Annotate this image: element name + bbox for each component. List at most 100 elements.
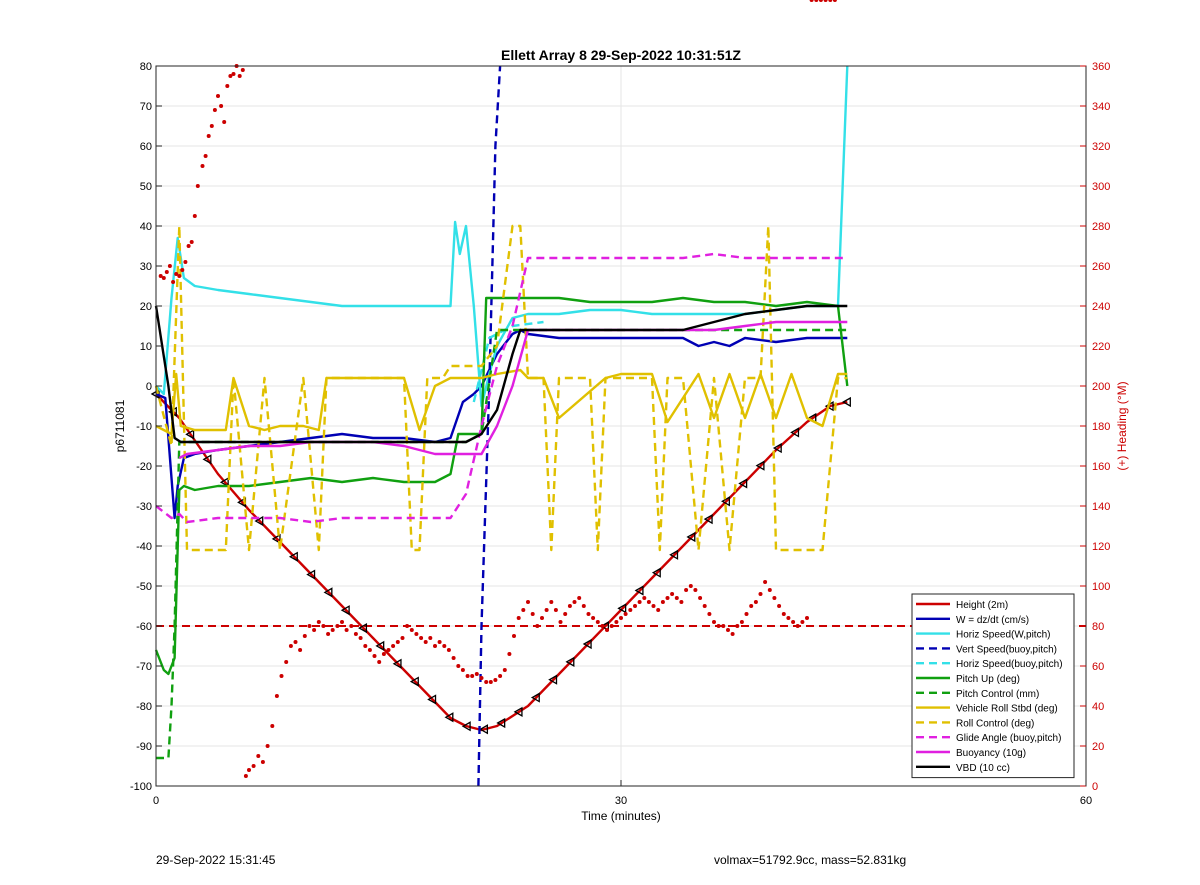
y-tick-label: -90 bbox=[136, 741, 152, 753]
heading-point bbox=[595, 620, 600, 624]
y2-tick-label: 140 bbox=[1092, 501, 1110, 513]
heading-point bbox=[488, 680, 493, 684]
heading-point bbox=[651, 604, 656, 608]
heading-point bbox=[206, 134, 211, 138]
series-line-0 bbox=[155, 393, 848, 732]
heading-point bbox=[684, 588, 689, 592]
heading-point bbox=[665, 596, 670, 600]
legend-label: Pitch Up (deg) bbox=[956, 674, 1020, 685]
height-marker bbox=[772, 442, 782, 454]
series-line-2 bbox=[155, 65, 849, 408]
heading-point bbox=[349, 624, 354, 628]
heading-point bbox=[633, 604, 637, 608]
y-tick-label: -50 bbox=[136, 581, 152, 593]
heading-point bbox=[377, 660, 382, 664]
height-marker bbox=[841, 396, 851, 408]
height-marker bbox=[409, 676, 419, 687]
y2-tick-label: 100 bbox=[1092, 581, 1110, 593]
chart-title: Ellett Array 8 29-Sep-2022 10:31:51Z bbox=[501, 47, 741, 63]
legend-label: Pitch Control (mm) bbox=[956, 689, 1039, 700]
heading-point bbox=[479, 676, 484, 680]
y-tick-label: -60 bbox=[136, 621, 152, 633]
heading-point bbox=[646, 600, 651, 604]
heading-point bbox=[474, 672, 479, 676]
heading-point bbox=[330, 628, 335, 632]
height-marker bbox=[392, 658, 402, 669]
x-axis-label: Time (minutes) bbox=[581, 809, 661, 823]
height-marker bbox=[790, 427, 800, 438]
heading-point bbox=[437, 640, 442, 644]
heading-point bbox=[795, 624, 800, 628]
y2-tick-label: 360 bbox=[1092, 61, 1110, 73]
heading-point bbox=[688, 584, 693, 588]
heading-point bbox=[544, 608, 549, 612]
series-line-11 bbox=[154, 304, 848, 444]
heading-point bbox=[180, 268, 185, 272]
heading-point bbox=[391, 644, 396, 648]
legend-label: Vert Speed(buoy,pitch) bbox=[956, 644, 1057, 655]
heading-point bbox=[247, 768, 251, 772]
heading-point bbox=[702, 604, 707, 608]
legend-label: Height (2m) bbox=[956, 600, 1008, 611]
y-tick-label: -70 bbox=[136, 661, 152, 673]
height-marker bbox=[323, 587, 333, 598]
height-marker bbox=[375, 640, 385, 652]
heading-point bbox=[540, 616, 544, 620]
heading-point bbox=[243, 774, 248, 778]
heading-point bbox=[167, 264, 172, 268]
heading-point bbox=[451, 656, 456, 660]
heading-layer bbox=[158, 0, 837, 778]
height-marker bbox=[479, 724, 489, 735]
heading-point bbox=[619, 616, 623, 620]
y2-tick-label: 0 bbox=[1092, 781, 1098, 793]
heading-point bbox=[203, 154, 208, 158]
height-marker bbox=[686, 531, 696, 543]
y2-tick-label: 180 bbox=[1092, 421, 1110, 433]
heading-point bbox=[298, 648, 303, 652]
legend-label: W = dz/dt (cm/s) bbox=[956, 615, 1029, 626]
heading-point bbox=[758, 592, 763, 596]
heading-point bbox=[442, 644, 447, 648]
y-axis-label: p6711081 bbox=[113, 399, 127, 452]
heading-point bbox=[465, 674, 470, 678]
heading-point bbox=[288, 644, 293, 648]
heading-point bbox=[498, 674, 503, 678]
x-tick-label: 60 bbox=[1080, 795, 1092, 807]
y2-tick-label: 120 bbox=[1092, 541, 1110, 553]
y-tick-label: -80 bbox=[136, 701, 152, 713]
heading-point bbox=[674, 596, 679, 600]
heading-point bbox=[177, 274, 182, 278]
heading-point bbox=[716, 624, 721, 628]
heading-point bbox=[818, 0, 823, 2]
y2-tick-label: 220 bbox=[1092, 341, 1110, 353]
y-tick-label: -20 bbox=[136, 461, 152, 473]
heading-point bbox=[493, 678, 498, 682]
y2-tick-label: 240 bbox=[1092, 301, 1110, 313]
height-marker bbox=[340, 605, 350, 616]
height-marker bbox=[617, 603, 627, 614]
y2-tick-label: 300 bbox=[1092, 181, 1110, 193]
heading-point bbox=[212, 108, 217, 112]
heading-point bbox=[549, 600, 554, 604]
heading-point bbox=[577, 596, 582, 600]
y-tick-label: 70 bbox=[140, 101, 152, 113]
heading-point bbox=[200, 164, 205, 168]
legend-label: Roll Control (deg) bbox=[956, 718, 1034, 729]
legend-label: VBD (10 cc) bbox=[956, 763, 1010, 774]
height-marker bbox=[219, 477, 229, 488]
heading-point bbox=[340, 620, 344, 624]
y2-tick-label: 80 bbox=[1092, 621, 1104, 633]
y2-tick-label: 260 bbox=[1092, 261, 1110, 273]
heading-point bbox=[251, 764, 256, 768]
y2-tick-label: 200 bbox=[1092, 381, 1110, 393]
series-layer bbox=[150, 65, 1086, 787]
height-marker bbox=[530, 692, 540, 703]
heading-point bbox=[400, 636, 405, 640]
height-marker bbox=[738, 478, 748, 489]
y-tick-label: -10 bbox=[136, 421, 152, 433]
heading-point bbox=[777, 604, 782, 608]
y-tick-label: 40 bbox=[140, 221, 152, 233]
heading-point bbox=[767, 588, 772, 592]
height-marker bbox=[651, 567, 661, 578]
